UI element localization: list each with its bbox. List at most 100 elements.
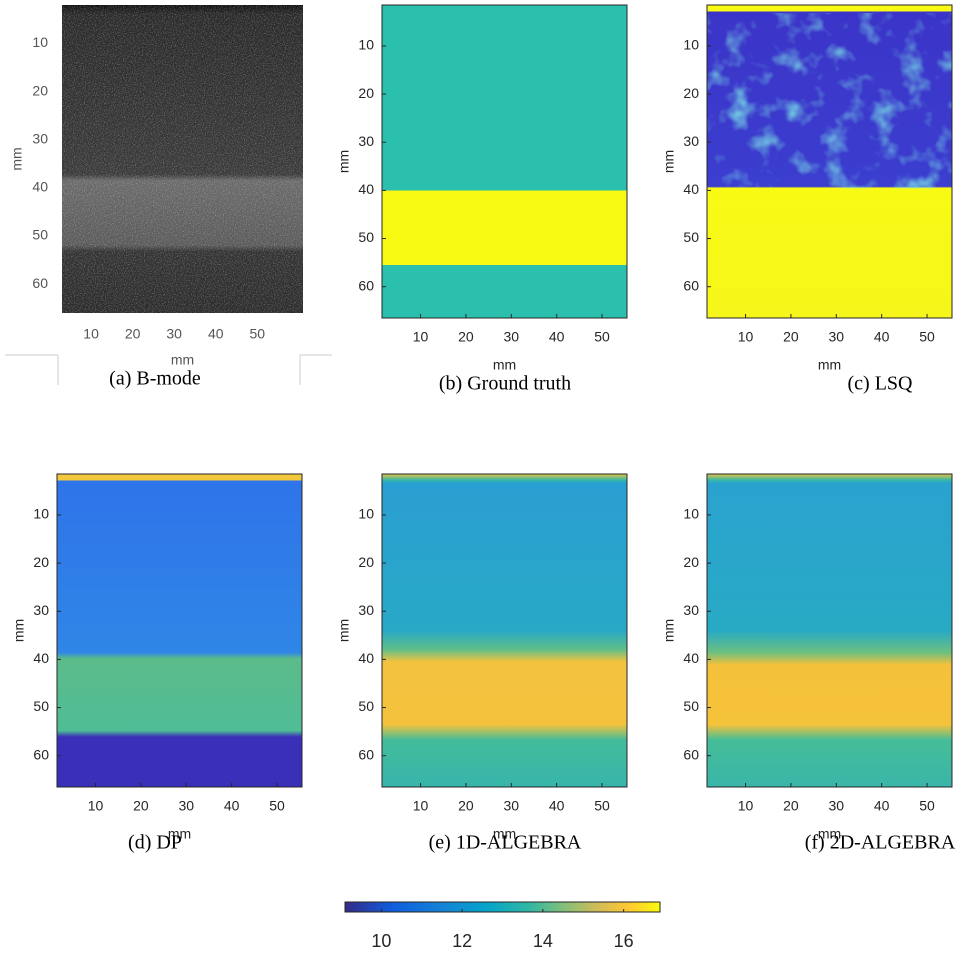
- x-tick-label: 50: [250, 326, 266, 342]
- y-tick-label: 60: [33, 746, 49, 762]
- y-axis-label: mm: [336, 619, 352, 642]
- x-tick-label: 20: [133, 798, 149, 814]
- x-tick-label: 10: [738, 329, 754, 345]
- axes-box: [56, 473, 303, 788]
- y-tick-label: 50: [32, 227, 48, 243]
- x-axis-label: mm: [493, 357, 516, 373]
- colorbar-tick-label: 12: [452, 931, 472, 951]
- caption: (b) Ground truth: [439, 373, 571, 395]
- colorbar-tick-label: 10: [371, 931, 391, 951]
- caption: (d) DP: [128, 832, 182, 854]
- y-tick-label: 50: [358, 229, 374, 245]
- axes-box: [381, 473, 628, 788]
- speckle: [62, 5, 303, 313]
- x-tick-label: 30: [504, 798, 520, 814]
- x-axis-label: mm: [168, 826, 191, 842]
- y-tick-label: 20: [358, 85, 374, 101]
- mottle: [707, 13, 952, 189]
- y-tick-label: 50: [683, 698, 699, 714]
- x-axis-label: mm: [493, 826, 516, 842]
- y-tick-label: 50: [683, 229, 699, 245]
- caption: (f) 2D-ALGEBRA: [805, 832, 956, 854]
- panel-image: [707, 474, 952, 787]
- x-tick-label: 10: [413, 329, 429, 345]
- y-tick-label: 60: [358, 277, 374, 293]
- colorbar-tick-label: 16: [614, 931, 634, 951]
- x-tick-label: 50: [919, 798, 935, 814]
- y-tick-label: 10: [683, 37, 699, 53]
- x-axis-label: mm: [818, 826, 841, 842]
- y-tick-label: 10: [33, 506, 49, 522]
- y-axis-label: mm: [336, 150, 352, 173]
- panel-image: [382, 474, 627, 787]
- colorbar: [344, 901, 661, 913]
- x-tick-label: 40: [208, 326, 224, 342]
- y-tick-label: 20: [683, 554, 699, 570]
- y-tick-label: 60: [358, 746, 374, 762]
- x-tick-label: 30: [179, 798, 195, 814]
- y-tick-label: 30: [33, 602, 49, 618]
- y-tick-label: 20: [358, 554, 374, 570]
- y-tick-label: 40: [683, 650, 699, 666]
- y-tick-label: 10: [358, 506, 374, 522]
- x-tick-label: 50: [919, 329, 935, 345]
- x-tick-label: 20: [458, 329, 474, 345]
- y-tick-label: 10: [358, 37, 374, 53]
- x-tick-label: 40: [874, 329, 890, 345]
- x-tick-label: 30: [829, 329, 845, 345]
- x-tick-label: 10: [413, 798, 429, 814]
- y-tick-label: 60: [32, 275, 48, 291]
- x-axis-label: mm: [171, 352, 194, 368]
- y-tick-label: 60: [683, 277, 699, 293]
- panel-image: [382, 5, 627, 318]
- y-axis-label: mm: [661, 150, 677, 173]
- x-tick-label: 40: [874, 798, 890, 814]
- y-tick-label: 50: [358, 698, 374, 714]
- caption: (e) 1D-ALGEBRA: [429, 832, 582, 854]
- y-tick-label: 40: [358, 181, 374, 197]
- y-tick-label: 10: [32, 34, 48, 50]
- y-axis-label: mm: [661, 619, 677, 642]
- x-tick-label: 50: [594, 329, 610, 345]
- axes-box: [706, 473, 953, 788]
- y-axis-label: mm: [9, 147, 25, 170]
- x-tick-label: 30: [829, 798, 845, 814]
- y-tick-label: 50: [33, 698, 49, 714]
- x-tick-label: 40: [549, 329, 565, 345]
- panel-image: [57, 474, 302, 787]
- y-tick-label: 40: [32, 179, 48, 195]
- axes-box: [706, 4, 953, 319]
- y-tick-label: 30: [358, 602, 374, 618]
- y-tick-label: 20: [32, 82, 48, 98]
- y-tick-label: 30: [358, 133, 374, 149]
- y-tick-label: 40: [358, 650, 374, 666]
- y-axis-label: mm: [11, 619, 27, 642]
- y-tick-label: 30: [683, 133, 699, 149]
- y-tick-label: 30: [32, 130, 48, 146]
- x-tick-label: 50: [594, 798, 610, 814]
- x-axis-label: mm: [818, 357, 841, 373]
- y-tick-label: 30: [683, 602, 699, 618]
- y-tick-label: 10: [683, 506, 699, 522]
- caption: (c) LSQ: [848, 373, 914, 395]
- colorbar-tick-label: 14: [533, 931, 553, 951]
- y-tick-label: 40: [683, 181, 699, 197]
- axes-box: [381, 4, 628, 319]
- x-tick-label: 20: [783, 798, 799, 814]
- x-tick-label: 10: [88, 798, 104, 814]
- x-tick-label: 50: [269, 798, 285, 814]
- x-tick-label: 20: [458, 798, 474, 814]
- y-tick-label: 60: [683, 746, 699, 762]
- x-tick-label: 10: [738, 798, 754, 814]
- y-tick-label: 20: [33, 554, 49, 570]
- y-tick-label: 40: [33, 650, 49, 666]
- x-tick-label: 20: [125, 326, 141, 342]
- x-tick-label: 40: [224, 798, 240, 814]
- x-tick-label: 20: [783, 329, 799, 345]
- x-tick-label: 30: [166, 326, 182, 342]
- x-tick-label: 30: [504, 329, 520, 345]
- x-tick-label: 40: [549, 798, 565, 814]
- y-tick-label: 20: [683, 85, 699, 101]
- x-tick-label: 10: [83, 326, 99, 342]
